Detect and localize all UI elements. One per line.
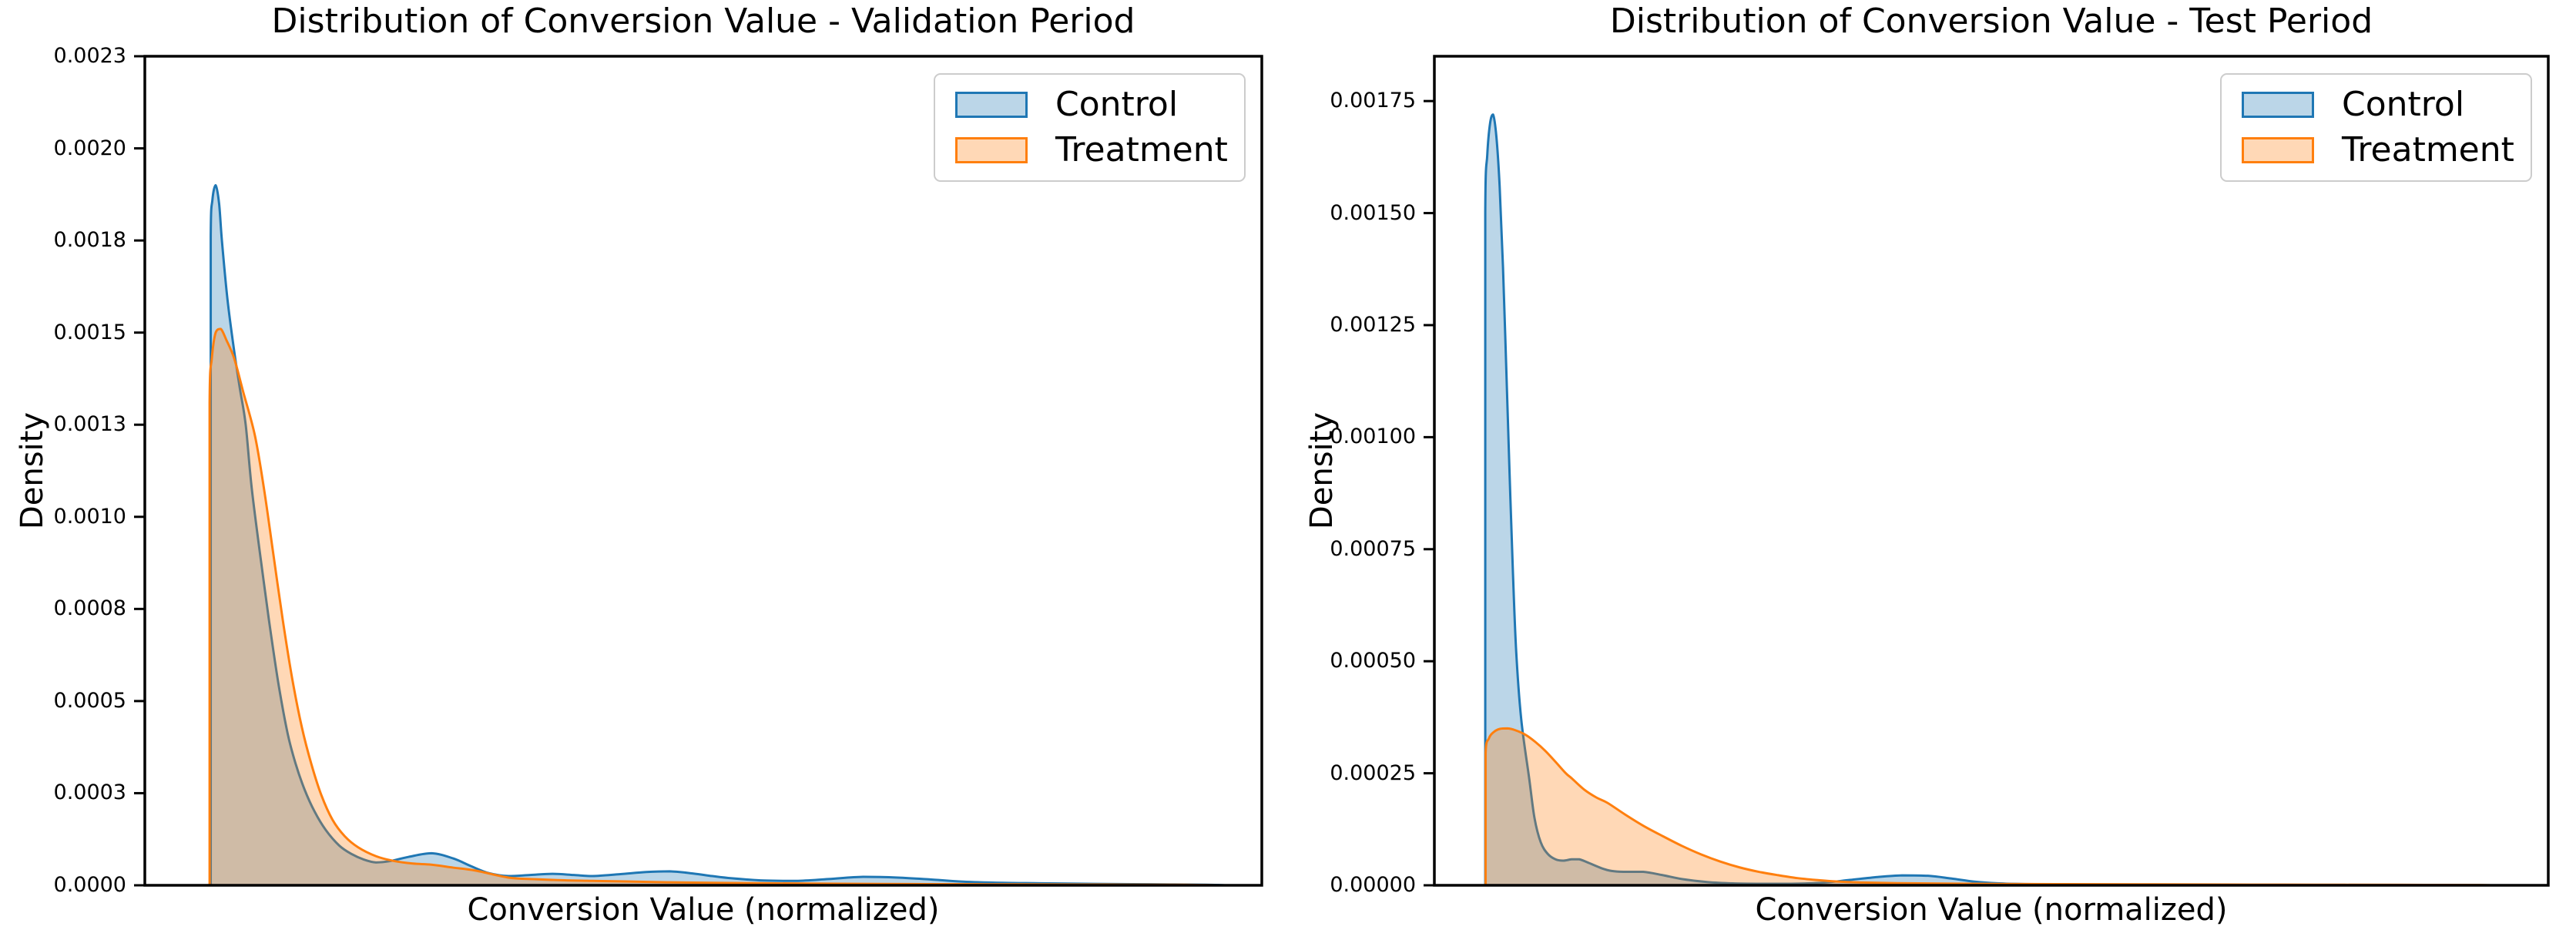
y-tick-label: 0.00075 bbox=[1330, 536, 1416, 561]
y-tick-label: 0.0000 bbox=[53, 873, 126, 897]
y-tick-label: 0.0005 bbox=[53, 688, 126, 713]
chart-title: Distribution of Conversion Value - Test … bbox=[1609, 2, 2373, 41]
y-tick-label: 0.00100 bbox=[1330, 425, 1416, 449]
y-tick-label: 0.00025 bbox=[1330, 760, 1416, 785]
y-tick-label: 0.0010 bbox=[53, 504, 126, 529]
legend-item-treatment: Treatment bbox=[955, 130, 1228, 170]
y-tick-label: 0.00050 bbox=[1330, 649, 1416, 673]
y-tick-label: 0.0018 bbox=[53, 228, 126, 253]
legend: Control Treatment bbox=[934, 73, 1246, 182]
chart-title: Distribution of Conversion Value - Valid… bbox=[271, 2, 1135, 41]
control-swatch bbox=[2242, 92, 2314, 119]
x-axis-label: Conversion Value (normalized) bbox=[467, 892, 940, 928]
plot-area bbox=[134, 55, 1263, 887]
y-tick-label: 0.0015 bbox=[53, 320, 126, 344]
legend-label: Treatment bbox=[2342, 129, 2514, 170]
treatment-swatch bbox=[2242, 136, 2314, 163]
y-tick-label: 0.00125 bbox=[1330, 312, 1416, 337]
legend-label: Control bbox=[1055, 85, 1179, 125]
legend-label: Treatment bbox=[1055, 129, 1228, 170]
legend-item-treatment: Treatment bbox=[2242, 129, 2514, 170]
legend-label: Control bbox=[2342, 85, 2465, 125]
y-tick-label: 0.0020 bbox=[53, 136, 126, 160]
legend: Control Treatment bbox=[2220, 73, 2532, 182]
plot-area bbox=[1424, 55, 2550, 887]
y-tick-label: 0.0013 bbox=[53, 412, 126, 437]
y-tick-label: 0.00150 bbox=[1330, 200, 1416, 225]
y-tick-label: 0.00175 bbox=[1330, 89, 1416, 113]
treatment-swatch bbox=[955, 136, 1028, 163]
legend-item-control: Control bbox=[2242, 86, 2511, 124]
legend-item-control: Control bbox=[955, 86, 1224, 124]
y-tick-label: 0.0003 bbox=[53, 781, 126, 805]
control-swatch bbox=[955, 92, 1028, 119]
y-tick-label: 0.00000 bbox=[1330, 873, 1416, 897]
x-axis-label: Conversion Value (normalized) bbox=[1755, 892, 2228, 928]
y-tick-label: 0.0008 bbox=[53, 596, 126, 621]
y-tick-label: 0.0023 bbox=[53, 44, 126, 68]
